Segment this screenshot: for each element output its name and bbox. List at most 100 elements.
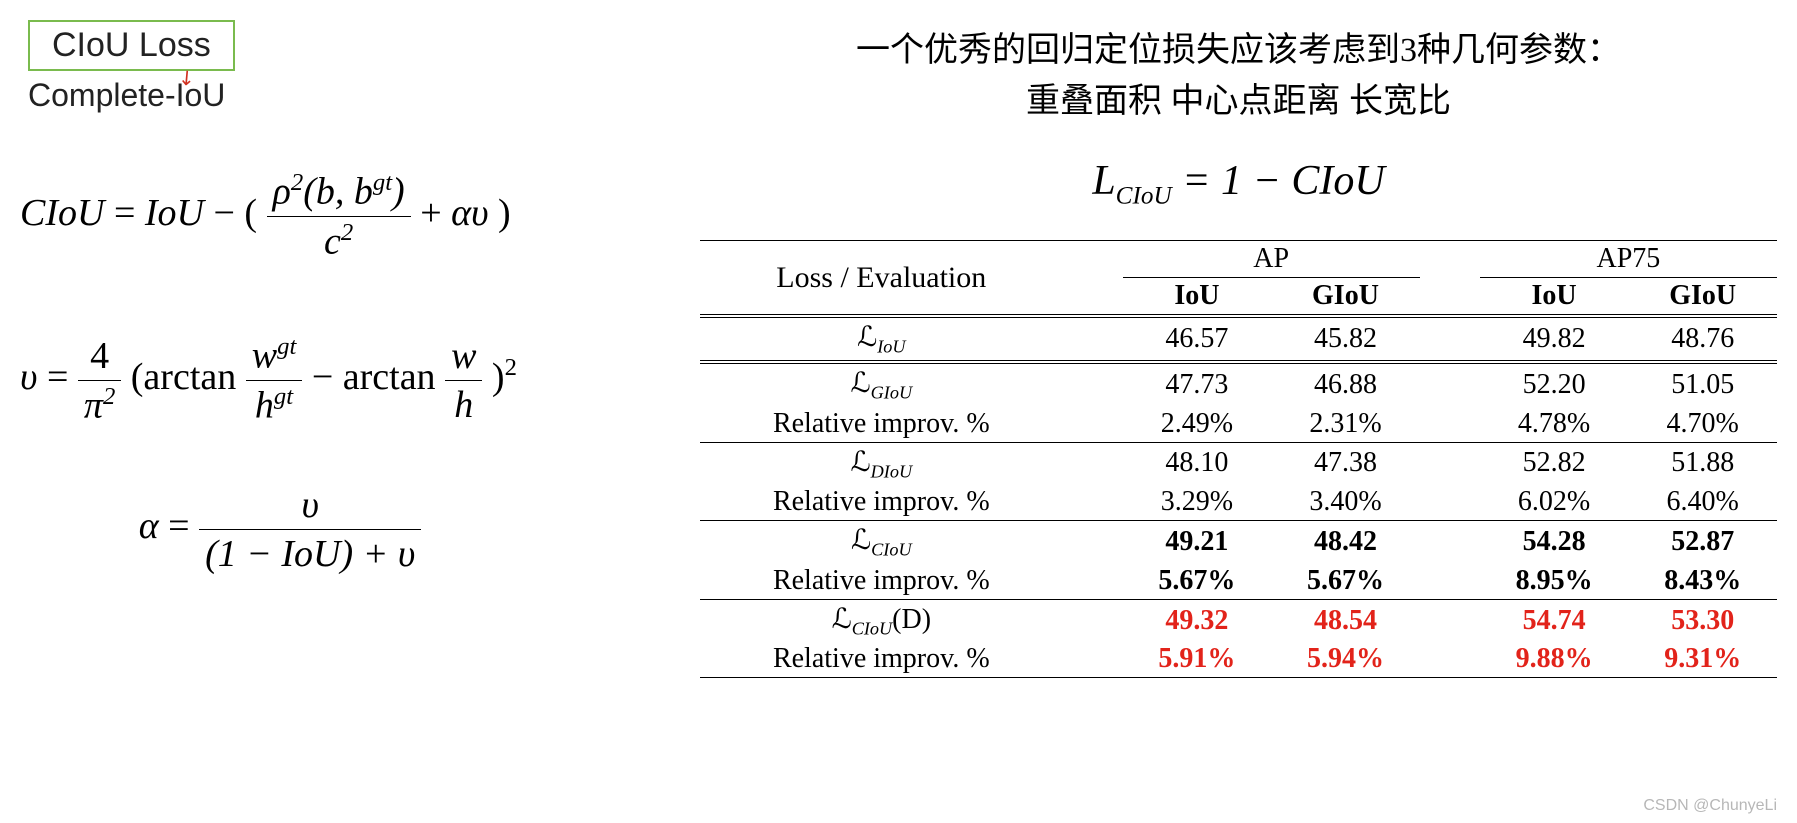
- cell: 3.29%: [1123, 484, 1272, 521]
- cell: 5.91%: [1123, 641, 1272, 678]
- iou-term: IoU: [145, 192, 204, 234]
- row-label: Relative improv. %: [700, 406, 1063, 443]
- cell: 52.20: [1480, 362, 1629, 406]
- header-line1: 一个优秀的回归定位损失应该考虑到3种几何参数：: [700, 25, 1777, 76]
- cell: 8.43%: [1628, 563, 1777, 600]
- table-row: ℒCIoU 49.2148.42 54.2852.87: [700, 521, 1777, 563]
- formula-alpha: α = υ (1 − IoU) + υ: [20, 483, 540, 576]
- table-row: ℒDIoU 48.1047.38 52.8251.88: [700, 442, 1777, 484]
- watermark: CSDN @ChunyeLi: [1643, 797, 1777, 815]
- eq: =: [114, 192, 145, 234]
- minus: − (: [214, 192, 258, 234]
- cell: 3.40%: [1271, 484, 1420, 521]
- ciou-lhs: CIoU: [20, 192, 104, 234]
- cell: 52.87: [1628, 521, 1777, 563]
- row-label: ℒIoU: [700, 316, 1063, 362]
- cell: 8.95%: [1480, 563, 1629, 600]
- cell: 48.42: [1271, 521, 1420, 563]
- eq3: =: [168, 505, 199, 547]
- rparen: ): [498, 192, 511, 234]
- row-label: Relative improv. %: [700, 484, 1063, 521]
- cell: 46.57: [1123, 316, 1272, 362]
- cell: 5.67%: [1123, 563, 1272, 600]
- v-den1: π2: [78, 381, 121, 428]
- th-giou-1: GIoU: [1271, 278, 1420, 317]
- cell: 47.73: [1123, 362, 1272, 406]
- cell: 6.02%: [1480, 484, 1629, 521]
- cell: 45.82: [1271, 316, 1420, 362]
- right-column: 一个优秀的回归定位损失应该考虑到3种几何参数： 重叠面积 中心点距离 长宽比 L…: [680, 20, 1777, 803]
- cell: 46.88: [1271, 362, 1420, 406]
- cell: 48.76: [1628, 316, 1777, 362]
- v-num1: 4: [78, 334, 121, 381]
- formula-v: υ = 4 π2 (arctan wgt hgt − arctan w h )2: [20, 333, 660, 427]
- v-den3: h: [445, 381, 482, 427]
- table-row: Relative improv. % 3.29%3.40% 6.02%6.40%: [700, 484, 1777, 521]
- rp: ): [492, 356, 505, 398]
- table-bottom-border: [700, 678, 1777, 679]
- rf-eq: = 1 −: [1182, 158, 1291, 204]
- cell: 54.28: [1480, 521, 1629, 563]
- row-label: ℒGIoU: [700, 362, 1063, 406]
- row-label: Relative improv. %: [700, 641, 1063, 678]
- left-column: CIoU Loss Complete-IoU ↙ CIoU = IoU − ( …: [20, 20, 680, 803]
- th-iou-1: IoU: [1123, 278, 1272, 317]
- plus: +: [420, 192, 451, 234]
- th-ap: AP: [1123, 241, 1420, 278]
- v-num3: w: [445, 334, 482, 381]
- table-row: Relative improv. %5.91%5.94%9.88%9.31%: [700, 641, 1777, 678]
- minus2: − arctan: [312, 356, 445, 398]
- table-row: Relative improv. %2.49%2.31%4.78%4.70%: [700, 406, 1777, 443]
- th-ap75: AP75: [1480, 241, 1777, 278]
- cell: 48.10: [1123, 442, 1272, 484]
- table-row: ℒGIoU 47.7346.88 52.2051.05: [700, 362, 1777, 406]
- v-frac3: w h: [445, 334, 482, 427]
- table-row: ℒCIoU(D)49.3248.5454.7453.30: [700, 599, 1777, 641]
- cell: 49.82: [1480, 316, 1629, 362]
- th-loss-eval: Loss / Evaluation: [700, 241, 1063, 317]
- table-header-row1: Loss / Evaluation AP AP75: [700, 241, 1777, 278]
- alpha-lhs: α: [139, 505, 159, 547]
- title-box: CIoU Loss: [28, 20, 235, 71]
- th-giou-2: GIoU: [1628, 278, 1777, 317]
- cell: 4.78%: [1480, 406, 1629, 443]
- v-frac1: 4 π2: [78, 334, 121, 428]
- cell: 49.32: [1123, 599, 1272, 641]
- ciou-num: ρ2(b, bgt): [267, 169, 411, 217]
- cell: 47.38: [1271, 442, 1420, 484]
- row-label: ℒDIoU: [700, 442, 1063, 484]
- v-lhs: υ: [20, 356, 37, 398]
- table-row: ℒIoU 46.5745.82 49.8248.76: [700, 316, 1777, 362]
- cell: 9.31%: [1628, 641, 1777, 678]
- cell: 5.94%: [1271, 641, 1420, 678]
- cell: 48.54: [1271, 599, 1420, 641]
- right-formula: LCIoU = 1 − CIoU: [700, 157, 1777, 210]
- formula-ciou: CIoU = IoU − ( ρ2(b, bgt) c2 + αυ ): [20, 169, 660, 263]
- cell: 54.74: [1480, 599, 1629, 641]
- cell: 2.31%: [1271, 406, 1420, 443]
- cell: 6.40%: [1628, 484, 1777, 521]
- cell: 4.70%: [1628, 406, 1777, 443]
- v-den2: hgt: [246, 381, 303, 428]
- alpha-den: (1 − IoU) + υ: [199, 530, 421, 576]
- row-label: Relative improv. %: [700, 563, 1063, 600]
- table-row: Relative improv. %5.67%5.67%8.95%8.43%: [700, 563, 1777, 600]
- alpha-frac: υ (1 − IoU) + υ: [199, 483, 421, 576]
- v-num2: wgt: [246, 333, 303, 381]
- row-label: ℒCIoU(D): [700, 599, 1063, 641]
- th-iou-2: IoU: [1480, 278, 1629, 317]
- cell: 51.05: [1628, 362, 1777, 406]
- ciou-den: c2: [267, 217, 411, 264]
- alpha-v: αυ: [451, 192, 488, 234]
- subtitle: Complete-IoU ↙: [28, 77, 660, 114]
- v-frac2: wgt hgt: [246, 333, 303, 427]
- eq2: =: [47, 356, 78, 398]
- cell: 52.82: [1480, 442, 1629, 484]
- row-label: ℒCIoU: [700, 521, 1063, 563]
- rf-rhs: CIoU: [1291, 158, 1384, 204]
- rf-sub: CIoU: [1116, 182, 1172, 209]
- right-header: 一个优秀的回归定位损失应该考虑到3种几何参数： 重叠面积 中心点距离 长宽比: [700, 25, 1777, 127]
- cell: 51.88: [1628, 442, 1777, 484]
- cell: 49.21: [1123, 521, 1272, 563]
- header-line2: 重叠面积 中心点距离 长宽比: [700, 76, 1777, 127]
